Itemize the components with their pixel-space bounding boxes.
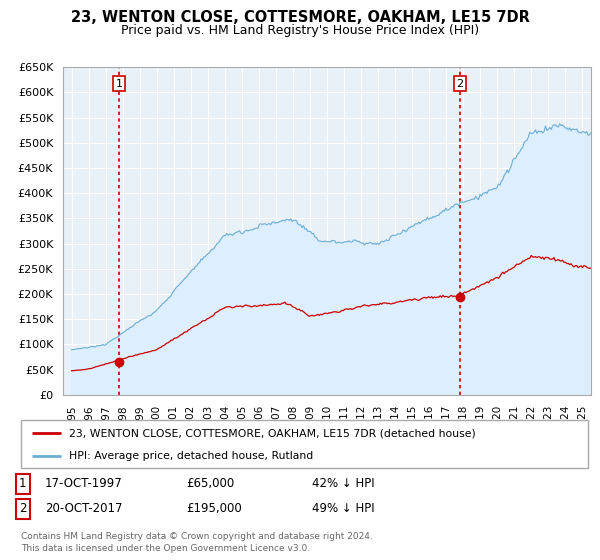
Text: 1: 1 [116, 78, 123, 88]
Text: 23, WENTON CLOSE, COTTESMORE, OAKHAM, LE15 7DR: 23, WENTON CLOSE, COTTESMORE, OAKHAM, LE… [71, 10, 529, 25]
Text: HPI: Average price, detached house, Rutland: HPI: Average price, detached house, Rutl… [69, 451, 313, 461]
Text: 2: 2 [19, 502, 26, 515]
Text: £65,000: £65,000 [186, 477, 234, 490]
Text: 42% ↓ HPI: 42% ↓ HPI [312, 477, 374, 490]
Text: 23, WENTON CLOSE, COTTESMORE, OAKHAM, LE15 7DR (detached house): 23, WENTON CLOSE, COTTESMORE, OAKHAM, LE… [69, 428, 476, 438]
Text: 20-OCT-2017: 20-OCT-2017 [45, 502, 122, 515]
Text: £195,000: £195,000 [186, 502, 242, 515]
Text: 2: 2 [456, 78, 463, 88]
Text: Contains HM Land Registry data © Crown copyright and database right 2024.
This d: Contains HM Land Registry data © Crown c… [21, 533, 373, 553]
Text: 49% ↓ HPI: 49% ↓ HPI [312, 502, 374, 515]
Text: 17-OCT-1997: 17-OCT-1997 [45, 477, 123, 490]
Text: 1: 1 [19, 477, 26, 490]
Text: Price paid vs. HM Land Registry's House Price Index (HPI): Price paid vs. HM Land Registry's House … [121, 24, 479, 36]
